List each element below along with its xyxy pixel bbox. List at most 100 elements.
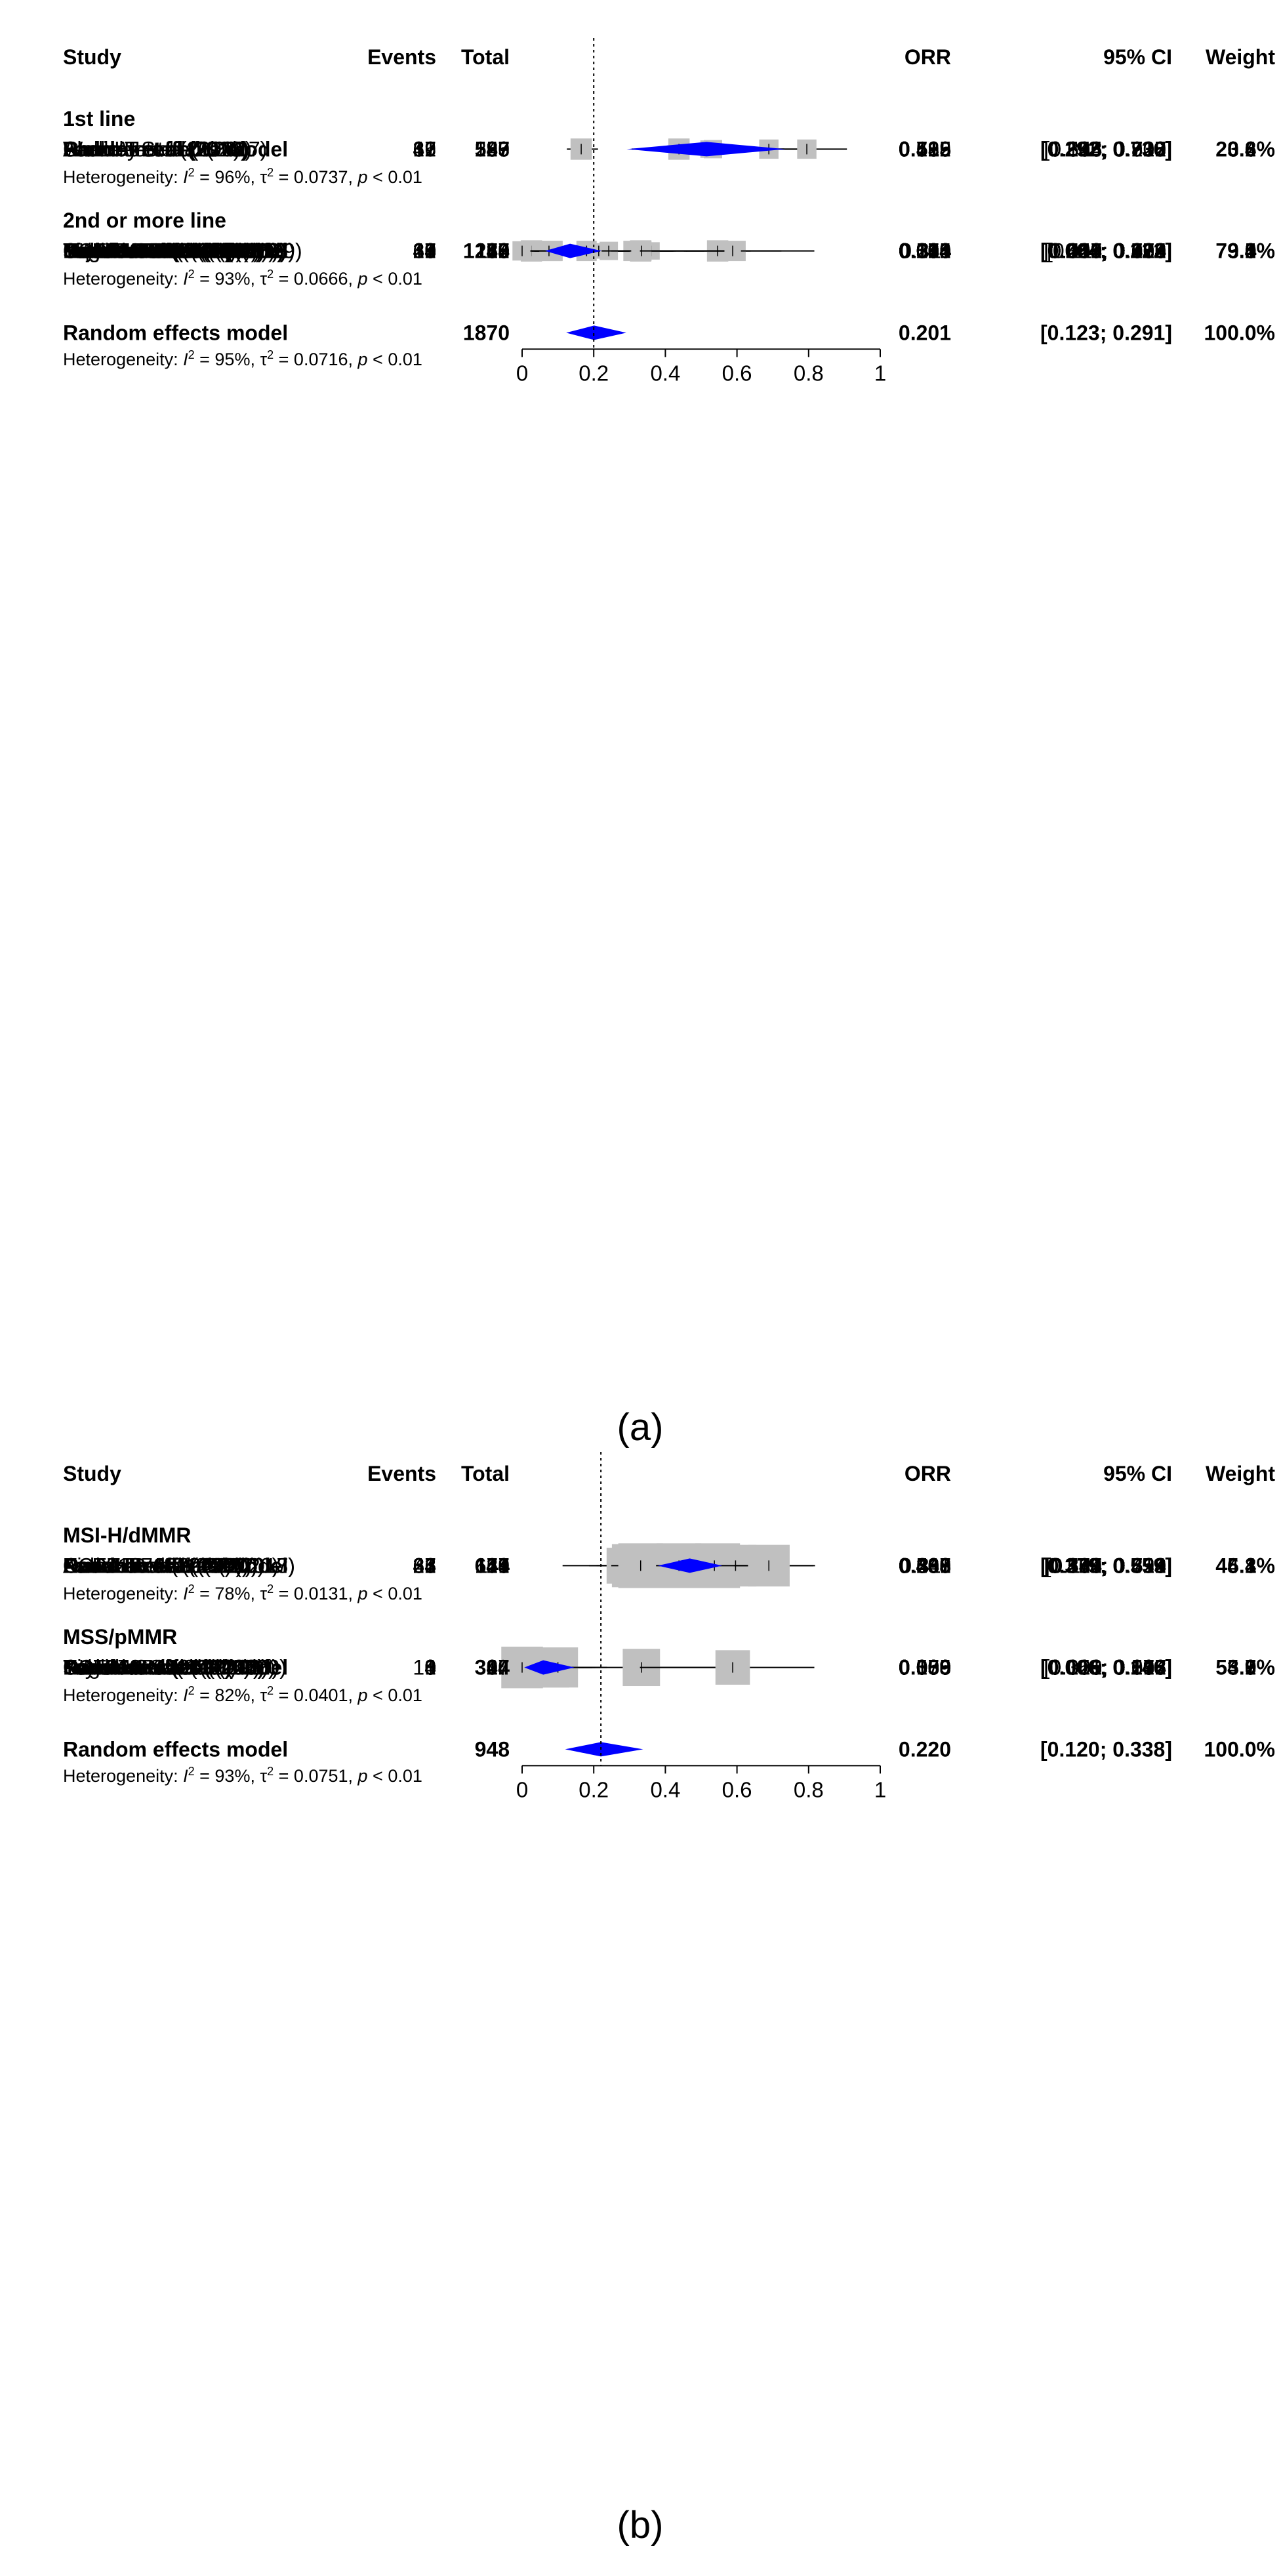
study-orr: 0.000 — [899, 239, 951, 263]
heterogeneity-text: Heterogeneity: I2 = 96%, τ2 = 0.0737, p … — [63, 166, 422, 187]
study-weight: 3.6% — [1227, 137, 1275, 161]
study-events: 1 — [424, 239, 436, 263]
study-total: 15 — [486, 239, 510, 263]
study-orr: 0.546 — [899, 1554, 951, 1577]
summary-weight: 20.6% — [1215, 137, 1275, 161]
study-ci: [0.000; 0.218] — [1044, 1656, 1172, 1680]
study-row: Yarchoan M et al (2020) 0 17 0.000 [0.000; 0… — [63, 239, 1275, 263]
study-weight: 4.9% — [1227, 1656, 1275, 1680]
study-row: Fukuoka S et al (2020) 9 25 0.360 [0.180; 0.… — [63, 239, 1275, 263]
overall-orr: 0.220 — [899, 1737, 951, 1761]
study-name: Lee JJ et al (2017) — [63, 1656, 237, 1680]
study-ci: [0.001; 0.172] — [1044, 1656, 1172, 1680]
study-weight: 4.7% — [1227, 1656, 1275, 1680]
study-events: 10 — [413, 239, 436, 263]
x-axis-tick-label: 0.4 — [650, 361, 680, 385]
summary-ci: [0.379; 0.559] — [1040, 1554, 1172, 1577]
study-ci: [0.000; 0.195] — [1044, 239, 1172, 263]
overall-weight: 100.0% — [1204, 321, 1275, 344]
study-orr: 0.533 — [899, 137, 951, 161]
study-total: 50 — [486, 239, 510, 263]
study-events: 0 — [424, 1656, 436, 1680]
summary-diamond — [657, 1558, 723, 1573]
study-name: Yarchoan M et al (2020) — [63, 1656, 287, 1680]
column-header-weight: Weight — [1206, 1462, 1275, 1485]
study-orr: 0.038 — [899, 1656, 951, 1680]
study-ci: [0.187; 0.813] — [1044, 1554, 1172, 1577]
study-total: 18 — [486, 239, 510, 263]
study-events: 0 — [424, 239, 436, 263]
study-orr: 0.438 — [899, 1554, 951, 1577]
study-orr: 0.596 — [899, 239, 951, 263]
study-weight: 5.4% — [1227, 1554, 1275, 1577]
study-weight: 3.0% — [1227, 239, 1275, 263]
study-orr: 0.033 — [899, 239, 951, 263]
column-header-total: Total — [461, 45, 510, 69]
study-total: 153 — [475, 1554, 510, 1577]
heterogeneity-text: Heterogeneity: I2 = 93%, τ2 = 0.0751, p … — [63, 1765, 422, 1786]
study-row: Lenz HJ et al (2020) 31 45 0.689 [0.534; 0.8… — [63, 137, 1275, 161]
x-axis-tick-label: 0.2 — [579, 1777, 609, 1801]
study-weight: 3.1% — [1227, 239, 1275, 263]
study-orr: 0.000 — [899, 1656, 951, 1680]
study-weight: 3.2% — [1227, 239, 1275, 263]
study-events: 49 — [413, 137, 436, 161]
x-axis-tick-label: 0.8 — [794, 1777, 824, 1801]
study-orr: 0.333 — [899, 1656, 951, 1680]
study-total: 119 — [476, 239, 510, 263]
study-total: 84 — [486, 239, 510, 263]
subgroup-title: 2nd or more line — [63, 209, 226, 232]
study-row: Shahda S et al (2017) 16 30 0.533 [0.343; 0.… — [63, 137, 1275, 161]
study-orr: 0.000 — [899, 239, 951, 263]
study-row: Segal NH et al (2017) 3 14 0.214 [0.047; 0.5… — [63, 239, 1275, 263]
study-row: Lenz HJ et al (2020) 31 45 0.689 [0.534; 0.8… — [63, 1544, 1275, 1587]
study-ci: [0.000; 0.218] — [1044, 239, 1172, 263]
summary-weight: 53.9% — [1215, 1656, 1275, 1680]
study-weight: 3.4% — [1227, 239, 1275, 263]
study-total: 45 — [486, 137, 510, 161]
study-name: Cousin S et al (2019) — [63, 1656, 260, 1680]
study-events: 0 — [424, 239, 436, 263]
study-weight: 4.9% — [1227, 1656, 1275, 1680]
study-orr: 0.043 — [899, 239, 951, 263]
study-row: NCT01876511 (2020) 22 66 0.333 [0.222; 0.460… — [63, 239, 1275, 263]
study-ci: [0.222; 0.460] — [1044, 239, 1172, 263]
study-orr: 0.331 — [899, 1554, 951, 1577]
study-events: 0 — [424, 1656, 436, 1680]
study-orr: 0.000 — [899, 1656, 951, 1680]
study-events: 7 — [424, 239, 436, 263]
study-ci: [0.010; 0.052] — [1044, 239, 1172, 263]
study-events: 41 — [413, 1554, 436, 1577]
study-orr: 0.000 — [899, 239, 951, 263]
x-axis-tick-label: 1 — [874, 1777, 886, 1801]
overall-total: 948 — [475, 1737, 510, 1761]
study-orr: 0.689 — [899, 1554, 951, 1577]
study-weight: 3.5% — [1227, 239, 1275, 263]
heterogeneity-text: Heterogeneity: I2 = 93%, τ2 = 0.0666, p … — [63, 268, 422, 289]
study-orr: 0.000 — [899, 239, 951, 263]
study-ci: [0.306; 0.732] — [1044, 137, 1172, 161]
study-events: 67 — [413, 137, 436, 161]
study-weight: 5.2% — [1227, 1554, 1275, 1577]
study-ci: [0.002; 0.339] — [1044, 239, 1172, 263]
study-weight: 5.3% — [1227, 1554, 1275, 1577]
study-name: Hellmann MD et al (2019) — [63, 239, 302, 263]
study-events: 0 — [424, 1656, 436, 1680]
study-row: Kawazoe A et al (2020) 9 50 0.180 [0.086; 0.… — [63, 239, 1275, 263]
study-orr: 0.596 — [899, 1554, 951, 1577]
study-name: Overman MJ et al (2017) — [63, 239, 295, 263]
study-name: Andre T et al (2020) — [63, 137, 249, 161]
study-total: 66 — [486, 239, 510, 263]
study-total: 25 — [486, 239, 510, 263]
column-header-orr: ORR — [905, 1462, 951, 1485]
subgroup-title: 1st line — [63, 107, 135, 131]
study-name: Segal NH et al (2016) — [63, 1656, 265, 1680]
study-name: Kim JH et al (2020) — [63, 239, 243, 263]
study-events: 65 — [413, 1554, 436, 1577]
study-weight: 3.1% — [1227, 239, 1275, 263]
x-axis-tick-label: 0 — [516, 1777, 528, 1801]
study-row: Overman MJ et al (2018) 65 119 0.546 [0.452;… — [63, 239, 1275, 263]
study-total: 45 — [486, 1554, 510, 1577]
forest-panel-b: Study Events Total ORR 95% CI Weight MSI-H/dMM… — [63, 1452, 1275, 2546]
